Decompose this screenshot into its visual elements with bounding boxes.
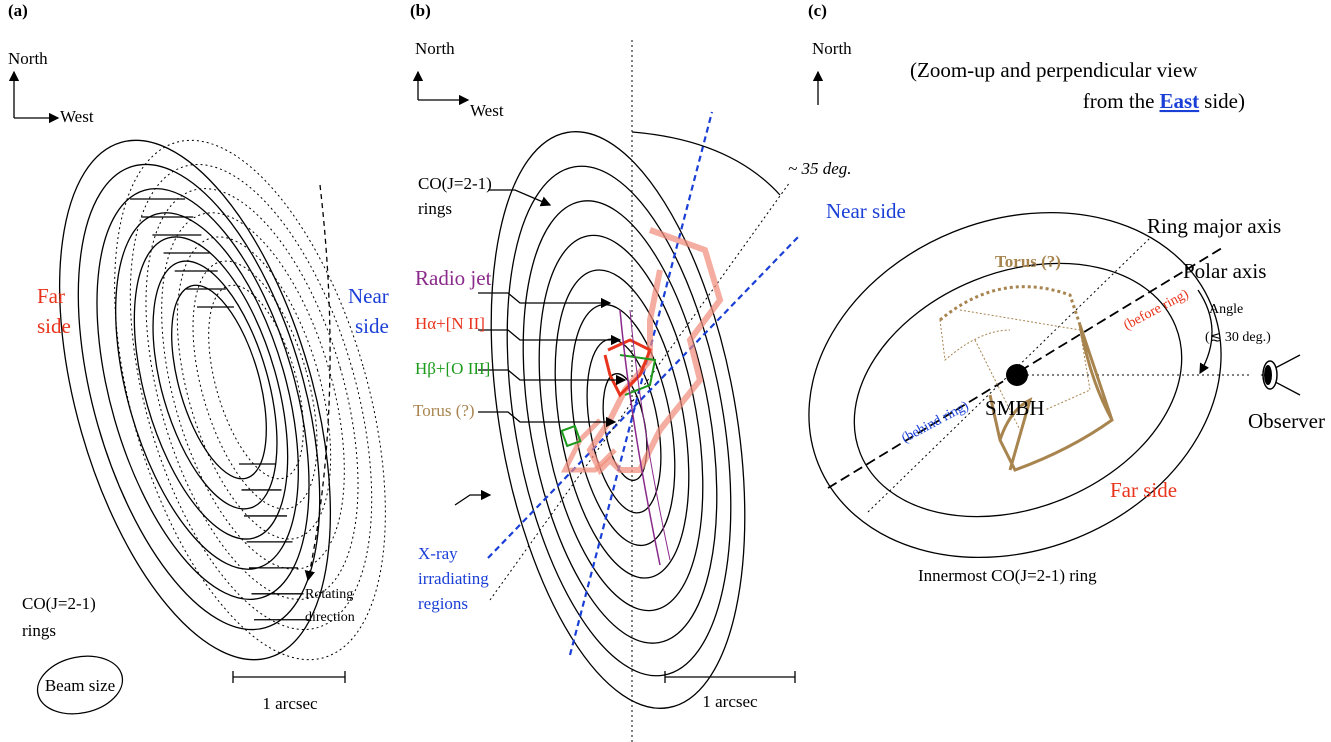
north: North [812, 39, 852, 58]
rings-label-1: rings [22, 621, 56, 640]
beam: Beam size [45, 676, 115, 695]
angle-arc [632, 132, 780, 195]
near-side-0: Near [348, 284, 389, 308]
halpha: Hα+[N II] [415, 314, 485, 333]
far-side-0: Far [37, 284, 65, 308]
note-text: side) [1204, 89, 1245, 113]
label: (b) [410, 1, 431, 20]
ring-major-axis: Ring major axis [1147, 214, 1281, 238]
hbeta-knot [562, 426, 581, 446]
note-text: from the [1083, 89, 1155, 113]
west: West [470, 101, 504, 120]
observer: Observer [1248, 409, 1325, 433]
far-side-1: side [37, 314, 71, 338]
note-line1: (Zoom-up and perpendicular view [910, 58, 1198, 82]
rotating-1: direction [305, 610, 355, 625]
xray-axis [488, 235, 800, 558]
pointer [488, 190, 550, 205]
figure: (a) North West Far side Near side Rotating direc… [0, 0, 1331, 742]
pointer [455, 495, 490, 505]
torus-back [940, 287, 1080, 325]
angle: Angle [1209, 302, 1243, 317]
caption: Innermost CO(J=2-1) ring [918, 566, 1097, 585]
polar-axis: Polar axis [1183, 259, 1266, 283]
labels: (a) North West Far side Near side Rotating direc… [8, 1, 1325, 713]
north: North [8, 49, 48, 68]
ring-front [56, 165, 350, 623]
scale: 1 arcsec [702, 692, 758, 711]
rings-label-0: CO(J=2-1) [22, 594, 96, 613]
near-side-1: side [355, 314, 389, 338]
near-side: Near side [826, 199, 906, 223]
hbeta: Hβ+[O III] [415, 359, 490, 378]
pointer [478, 370, 625, 380]
pointer [478, 330, 620, 340]
co-ring [575, 333, 673, 518]
angle-value: (≲ 30 deg.) [1205, 330, 1271, 345]
ring-back [126, 192, 379, 589]
smbh: SMBH [985, 396, 1045, 420]
co-ring [513, 223, 729, 624]
rings-label-0: CO(J=2-1) [418, 174, 492, 193]
behind-ring: (behind ring) [899, 398, 971, 446]
xray-1: irradiating [418, 569, 489, 588]
north: North [415, 39, 455, 58]
co-ring [451, 112, 785, 728]
ring-back [63, 110, 438, 690]
rotating-0: Rotating [305, 587, 353, 602]
radio-jet: Radio jet [415, 266, 492, 290]
shapes [8, 40, 1300, 742]
xray-2: regions [418, 594, 468, 613]
xray-0: X-ray [418, 544, 458, 563]
before-ring: (before ring) [1121, 287, 1191, 334]
label: (a) [8, 1, 28, 20]
east: East [1159, 89, 1199, 113]
far-side: Far side [1110, 478, 1177, 502]
ring-front [80, 192, 333, 589]
torus: Torus (?) [413, 401, 475, 420]
rings-label-1: rings [418, 199, 452, 218]
scale: 1 arcsec [262, 694, 318, 713]
angle: ~ 35 deg. [788, 159, 852, 178]
label: (c) [808, 1, 827, 20]
torus: Torus (?) [995, 252, 1061, 271]
smbh [1006, 364, 1028, 386]
west: West [60, 107, 94, 126]
ring-back [84, 137, 418, 656]
ring-back [105, 165, 399, 623]
pupil [1264, 365, 1272, 385]
